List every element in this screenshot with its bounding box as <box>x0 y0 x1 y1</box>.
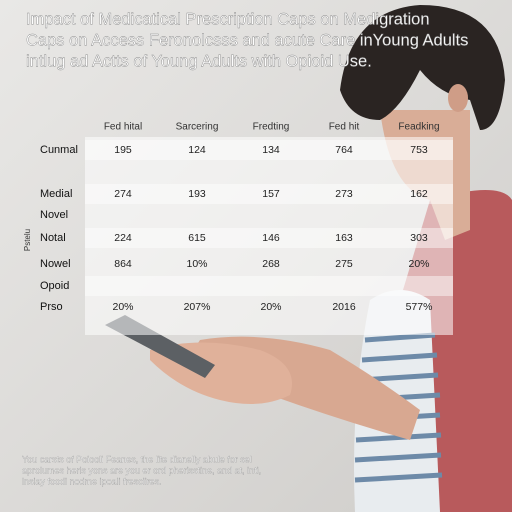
column-header: Fredting <box>253 122 290 133</box>
cell: 163 <box>335 232 353 244</box>
title-line: Caps on Access Feronolcsss and acute Car… <box>26 31 468 49</box>
footer-line: lnsiay foodi nodme ipoali fresciires. <box>22 476 162 486</box>
row-band <box>85 184 453 204</box>
cell: 577% <box>406 301 433 313</box>
cell: 195 <box>114 144 132 156</box>
cell: 275 <box>335 258 353 270</box>
cell: 146 <box>262 232 280 244</box>
footer-line: aprolumes herls yons are you er ord pher… <box>22 465 261 475</box>
cell: 273 <box>335 188 353 200</box>
cell: 764 <box>335 144 353 156</box>
row-label: Nowel <box>40 258 71 270</box>
column-header: Fed hit <box>329 122 360 133</box>
cell: 2016 <box>332 301 356 313</box>
cell: 124 <box>188 144 206 156</box>
cell: 274 <box>114 188 132 200</box>
row-label: Notal <box>40 232 66 244</box>
row-label: Prso <box>40 301 63 313</box>
cell: 268 <box>262 258 280 270</box>
cell: 20% <box>260 301 281 313</box>
cell: 207% <box>184 301 211 313</box>
cell: 134 <box>262 144 280 156</box>
row-band <box>85 228 453 248</box>
table-panel <box>85 137 453 335</box>
column-header: Feadking <box>398 122 439 133</box>
row-band <box>85 140 453 160</box>
row-label: Medial <box>40 188 72 200</box>
row-band <box>85 276 453 296</box>
cell: 193 <box>188 188 206 200</box>
cell: 157 <box>262 188 280 200</box>
person <box>105 5 512 512</box>
cell: 224 <box>114 232 132 244</box>
column-header: Fed hital <box>104 122 142 133</box>
side-label: Pstelu <box>23 229 32 251</box>
row-label: Novel <box>40 209 68 221</box>
title-line: intlug ad Actts of Young Adults with Opi… <box>26 52 372 70</box>
row-label: Cunmal <box>40 144 78 156</box>
cell: 753 <box>410 144 428 156</box>
cell: 162 <box>410 188 428 200</box>
cell: 864 <box>114 258 132 270</box>
footer-line: You carsts of Poiooli Feanes, the lite d… <box>22 454 252 464</box>
cell: 615 <box>188 232 206 244</box>
title-line: Impact of Medicatical Prescription Caps … <box>26 10 430 28</box>
column-header: Sarcering <box>176 122 219 133</box>
cell: 20% <box>112 301 133 313</box>
cell: 10% <box>186 258 207 270</box>
cell: 303 <box>410 232 428 244</box>
row-label: Opoid <box>40 280 69 292</box>
cell: 20% <box>408 258 429 270</box>
